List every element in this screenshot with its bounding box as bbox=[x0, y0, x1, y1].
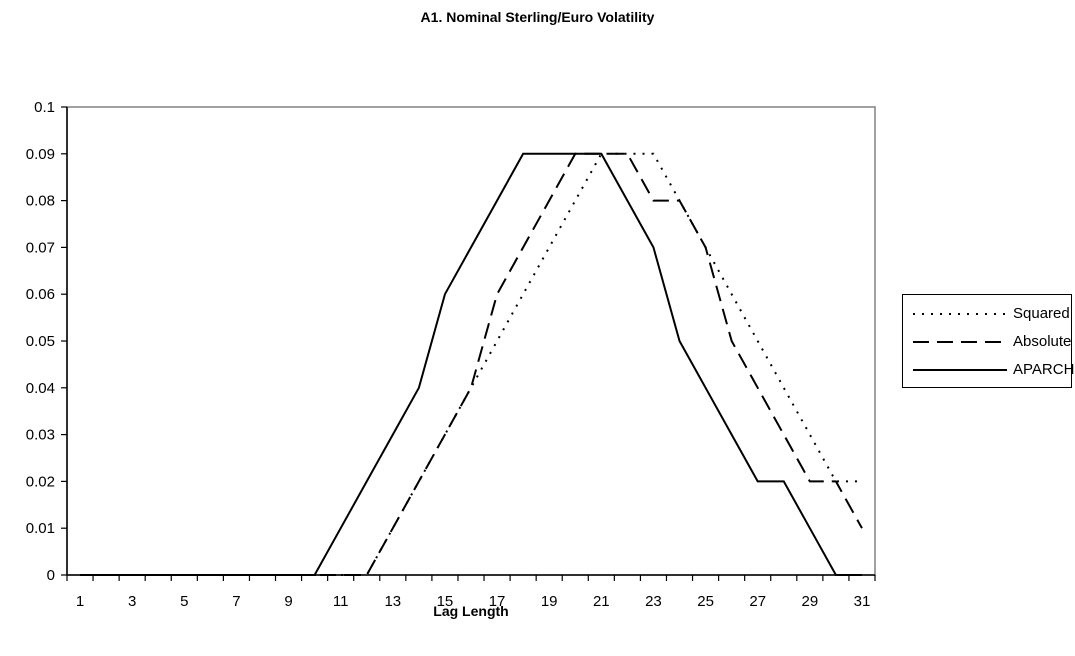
x-axis-title: Lag Length bbox=[433, 603, 509, 619]
x-tick-label: 21 bbox=[593, 593, 610, 610]
x-tick-label: 19 bbox=[541, 593, 558, 610]
legend-label-aparch: APARCH bbox=[1013, 361, 1075, 378]
x-tick-label: 15 bbox=[437, 593, 454, 610]
y-tick-label: 0.06 bbox=[26, 286, 55, 303]
legend-label-absolute: Absolute bbox=[1013, 333, 1072, 350]
y-tick-label: 0.05 bbox=[26, 333, 55, 350]
x-tick-label: 31 bbox=[854, 593, 871, 610]
y-tick-label: 0.09 bbox=[26, 146, 55, 163]
x-tick-label: 5 bbox=[180, 593, 188, 610]
legend-item-aparch: APARCH bbox=[909, 358, 1074, 382]
x-tick-label: 23 bbox=[645, 593, 662, 610]
series-line-squared bbox=[80, 152, 862, 576]
y-tick-label: 0.08 bbox=[26, 193, 55, 210]
legend-item-squared: Squared bbox=[909, 302, 1070, 326]
x-tick-label: 9 bbox=[284, 593, 292, 610]
x-tick-label: 29 bbox=[801, 593, 818, 610]
y-tick-label: 0.1 bbox=[34, 99, 55, 116]
legend-swatch-squared bbox=[913, 313, 1007, 315]
x-tick-label: 17 bbox=[489, 593, 506, 610]
legend-swatch-absolute bbox=[913, 341, 1007, 343]
y-tick-label: 0.02 bbox=[26, 473, 55, 490]
y-tick-label: 0.03 bbox=[26, 427, 55, 444]
x-tick-label: 1 bbox=[76, 593, 84, 610]
legend-swatch-aparch bbox=[913, 369, 1007, 371]
legend-label-squared: Squared bbox=[1013, 305, 1070, 322]
x-tick-label: 25 bbox=[697, 593, 714, 610]
x-tick-label: 7 bbox=[232, 593, 240, 610]
y-tick-label: 0 bbox=[47, 567, 55, 584]
series-line-absolute bbox=[80, 152, 863, 576]
legend-item-absolute: Absolute bbox=[909, 330, 1072, 354]
chart-title: A1. Nominal Sterling/Euro Volatility bbox=[420, 9, 655, 25]
y-tick-label: 0.04 bbox=[26, 380, 55, 397]
y-tick-label: 0.07 bbox=[26, 239, 55, 256]
plot-area-border bbox=[66, 106, 876, 576]
x-tick-label: 11 bbox=[333, 593, 349, 610]
x-tick-label: 13 bbox=[384, 593, 401, 610]
series-line-aparch bbox=[80, 152, 862, 576]
y-tick-label: 0.01 bbox=[26, 520, 55, 537]
legend: Squared Absolute APARCH bbox=[902, 294, 1074, 388]
x-tick-label: 27 bbox=[749, 593, 766, 610]
x-tick-label: 3 bbox=[128, 593, 136, 610]
